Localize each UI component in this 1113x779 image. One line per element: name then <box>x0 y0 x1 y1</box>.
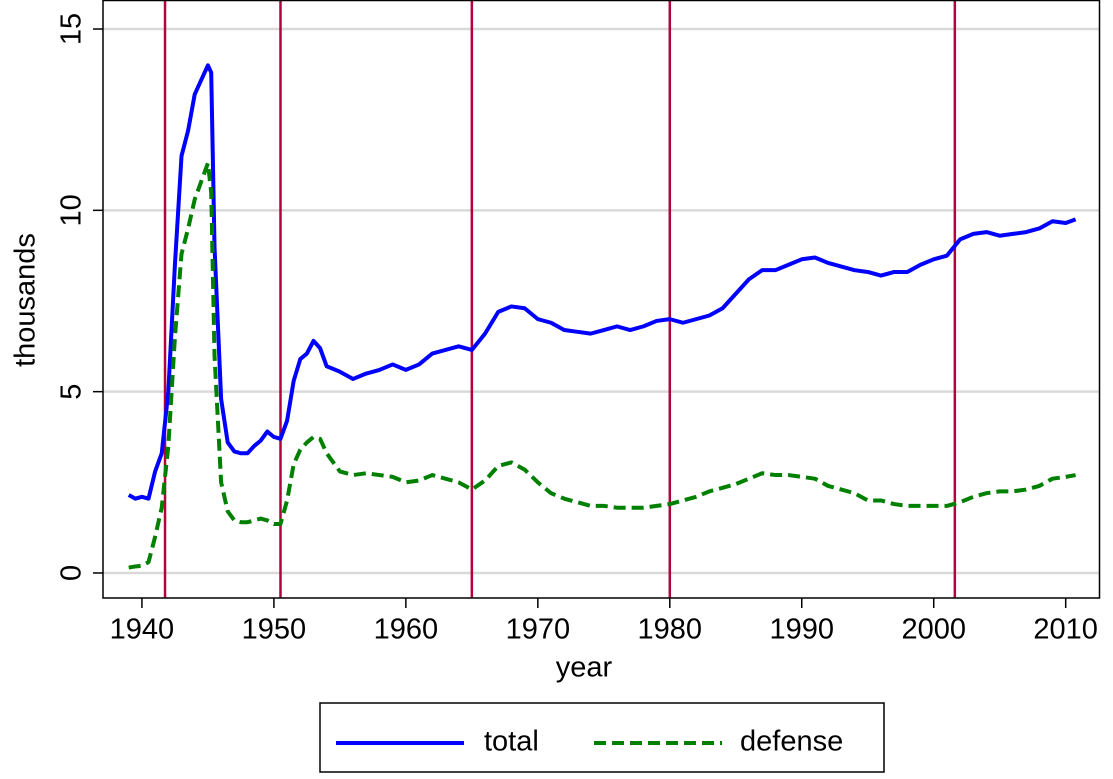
y-tick-label: 5 <box>56 384 88 400</box>
plot-lines <box>127 63 1077 570</box>
y-tick-label: 15 <box>56 13 88 45</box>
series-line <box>127 63 1077 501</box>
reference-lines <box>163 0 957 598</box>
x-tick-label: 2000 <box>901 614 966 646</box>
series-line <box>128 161 1076 570</box>
legend-label: defense <box>740 726 843 758</box>
grid <box>103 27 1100 575</box>
x-tick-label: 1980 <box>638 614 703 646</box>
y-axis-title: thousands <box>10 233 42 367</box>
x-tick-label: 1970 <box>506 614 571 646</box>
y-tick-label: 10 <box>56 194 88 226</box>
x-tick-label: 1990 <box>769 614 834 646</box>
legend: total defense <box>319 702 885 773</box>
x-tick-label: 1960 <box>374 614 439 646</box>
legend-box <box>319 702 885 773</box>
y-tick-label: 0 <box>56 565 88 581</box>
x-axis-title: year <box>556 652 613 684</box>
axes: 0 5 10 15 1940 1950 1960 1970 1980 1990 2000 2010 <box>56 13 1098 646</box>
x-tick-label: 2010 <box>1033 614 1098 646</box>
plot-frame <box>102 0 1101 599</box>
x-tick-label: 1950 <box>242 614 307 646</box>
x-tick-label: 1940 <box>110 614 175 646</box>
legend-label: total <box>484 726 539 758</box>
